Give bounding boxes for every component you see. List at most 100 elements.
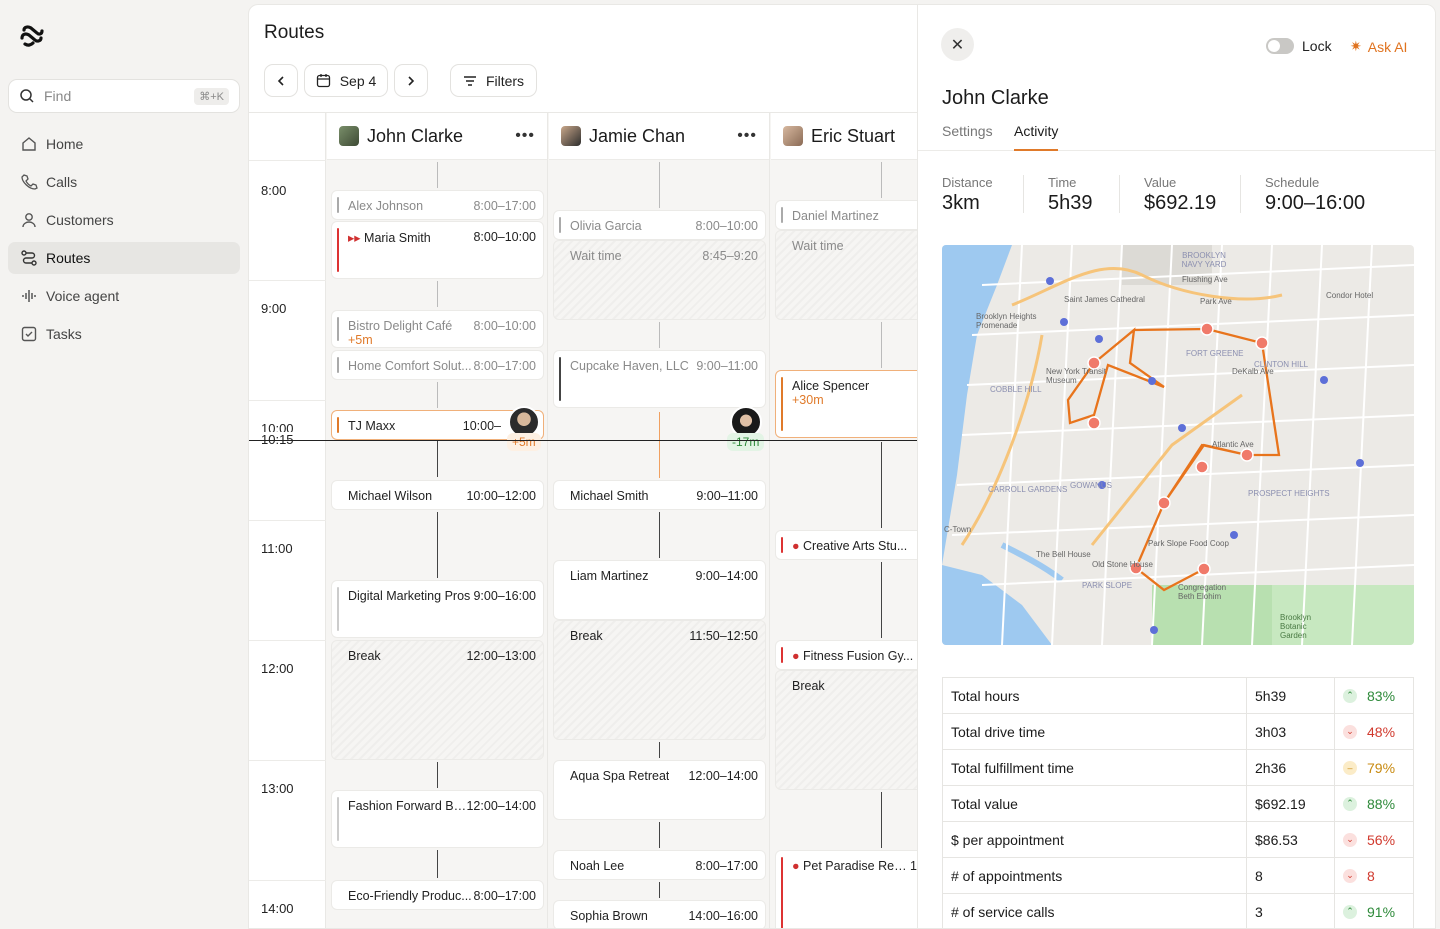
- user-icon: [22, 213, 36, 228]
- metric-percent: –79%: [1335, 760, 1413, 776]
- sidebar-item-calls[interactable]: Calls: [8, 166, 240, 198]
- appointment-card[interactable]: Fashion Forward Bo... 12:00–14:00: [331, 790, 544, 848]
- map-label: Park Ave: [1200, 297, 1232, 306]
- map-label: GOWANUS: [1070, 481, 1112, 490]
- appointment-card[interactable]: Sophia Brown 14:00–16:00: [553, 900, 766, 928]
- tab-settings[interactable]: Settings: [942, 123, 993, 139]
- metric-pct: 88%: [1367, 795, 1396, 812]
- connector-line: [659, 162, 660, 208]
- alert-icon: ●: [792, 649, 804, 663]
- divider: [1119, 175, 1120, 213]
- route-icon: [21, 250, 37, 266]
- appointment-card[interactable]: Eco-Friendly Produc... 8:00–17:00: [331, 880, 544, 910]
- app-logo-icon[interactable]: [20, 24, 44, 48]
- close-button[interactable]: ✕: [941, 28, 974, 61]
- main-panel: Routes Sep 4 Filters 8:00 9:00 10:00 11:…: [248, 4, 1436, 929]
- appointment-card[interactable]: Cupcake Haven, LLC 9:00–11:00: [553, 350, 766, 408]
- appointment-card[interactable]: Home Comfort Solut... 8:00–17:00: [331, 350, 544, 380]
- sidebar-item-customers[interactable]: Customers: [8, 204, 240, 236]
- delay-value: +30m: [792, 393, 824, 407]
- appointment-card[interactable]: Daniel Martinez: [775, 200, 917, 230]
- routes-calendar: 8:00 9:00 10:00 11:00 12:00 13:00 14:00 …: [249, 112, 917, 928]
- appointment-card[interactable]: Alice Spencer +30m: [775, 370, 917, 438]
- map-label: BROOKLYN NAVY YARD: [1181, 251, 1227, 269]
- map-label: The Bell House: [1036, 550, 1091, 559]
- date-picker-button[interactable]: Sep 4: [304, 64, 388, 97]
- map-label: Brooklyn Heights Promenade: [976, 312, 1037, 330]
- card-title: Wait time: [570, 249, 622, 263]
- lock-toggle[interactable]: Lock: [1266, 38, 1332, 54]
- appointment-card[interactable]: Olivia Garcia 8:00–10:00: [553, 210, 766, 240]
- sidebar-item-label: Voice agent: [46, 288, 120, 304]
- filters-label: Filters: [485, 72, 525, 89]
- appointment-card[interactable]: Digital Marketing Pros 9:00–16:00: [331, 580, 544, 638]
- appointment-card[interactable]: Noah Lee 8:00–17:00: [553, 850, 766, 880]
- card-title: Fashion Forward Bo...: [348, 799, 467, 813]
- card-row: Wait time 8:45–9:20: [570, 249, 758, 263]
- metric-value: $692.19: [1247, 786, 1335, 821]
- metric-pct: 79%: [1367, 759, 1396, 776]
- metric-value: 5h39: [1247, 678, 1335, 713]
- search-icon: [20, 89, 34, 103]
- appointment-card[interactable]: Michael Smith 9:00–11:00: [553, 480, 766, 510]
- tab-activity[interactable]: Activity: [1014, 123, 1059, 151]
- card-title: Break: [792, 679, 825, 693]
- appointment-card[interactable]: ● Pet Paradise Res... 1: [775, 850, 917, 928]
- more-menu-icon[interactable]: •••: [515, 127, 535, 144]
- avatar[interactable]: [508, 406, 540, 438]
- ask-ai-button[interactable]: ✷ Ask AI: [1350, 38, 1407, 55]
- wait-time-block[interactable]: Wait time 8:45–9:20: [553, 240, 766, 320]
- appointment-card[interactable]: Liam Martinez 9:00–14:00: [553, 560, 766, 620]
- map-label: Saint James Cathedral: [1064, 295, 1145, 304]
- card-row: Daniel Martinez: [792, 209, 917, 223]
- appointment-card[interactable]: ● Creative Arts Stu...: [775, 530, 917, 560]
- appointment-card[interactable]: Aqua Spa Retreat 12:00–14:00: [553, 760, 766, 820]
- more-menu-icon[interactable]: •••: [737, 127, 757, 144]
- divider: [1023, 175, 1024, 213]
- sidebar-item-home[interactable]: Home: [8, 128, 240, 160]
- appointment-card[interactable]: Michael Wilson 10:00–12:00: [331, 480, 544, 510]
- break-block[interactable]: Break: [775, 670, 917, 790]
- metric-percent: ⌄ 56%: [1335, 832, 1413, 848]
- stat-time: Time 5h39: [1048, 175, 1093, 215]
- route-map[interactable]: BROOKLYN NAVY YARD Flushing Ave Saint Ja…: [942, 245, 1414, 645]
- appointment-card[interactable]: Bistro Delight Café 8:00–10:00 +5m: [331, 310, 544, 348]
- priority-icon: ▸▸: [348, 231, 365, 245]
- driver-name[interactable]: Jamie Chan: [589, 125, 686, 146]
- driver-name[interactable]: Eric Stuart: [811, 125, 896, 146]
- trend-up-icon: ⌃: [1343, 796, 1357, 811]
- sidebar-item-tasks[interactable]: Tasks: [8, 318, 240, 350]
- sidebar-item-routes[interactable]: Routes: [8, 242, 240, 274]
- filters-button[interactable]: Filters: [450, 64, 537, 97]
- card-title: Maria Smith: [364, 231, 431, 245]
- sidebar-item-voice-agent[interactable]: Voice agent: [8, 280, 240, 312]
- wait-time-block[interactable]: Wait time: [775, 230, 917, 320]
- metric-percent: ⌃ 91%: [1335, 904, 1413, 920]
- card-title: Break: [348, 649, 381, 663]
- break-block[interactable]: Break 11:50–12:50: [553, 620, 766, 740]
- find-input[interactable]: Find ⌘+K: [8, 79, 240, 113]
- next-day-button[interactable]: [394, 64, 428, 97]
- card-title: Eco-Friendly Produc...: [348, 889, 472, 903]
- appointment-card[interactable]: ▸▸ Maria Smith 8:00–10:00: [331, 221, 544, 279]
- metric-percent: ⌄ 48%: [1335, 724, 1413, 740]
- sidebar-item-label: Calls: [46, 174, 78, 190]
- driver-name[interactable]: John Clarke: [367, 125, 464, 146]
- page-title: Routes: [264, 22, 325, 43]
- map-label: Flushing Ave: [1182, 275, 1228, 284]
- panel-tabs: Settings Activity: [918, 123, 1435, 151]
- appointment-card[interactable]: ● Fitness Fusion Gy...: [775, 640, 917, 670]
- toggle-switch[interactable]: [1266, 38, 1294, 54]
- prev-day-button[interactable]: [264, 64, 298, 97]
- card-time: 1: [910, 859, 917, 873]
- break-block[interactable]: Break 12:00–13:00: [331, 640, 544, 760]
- lock-label: Lock: [1302, 38, 1332, 54]
- connector-line: [659, 822, 660, 848]
- card-row: Alice Spencer: [792, 379, 917, 393]
- sidebar-item-label: Routes: [46, 250, 91, 266]
- map-label: Old Stone House: [1092, 560, 1153, 569]
- connector-line: [659, 742, 660, 758]
- appointment-card[interactable]: Alex Johnson 8:00–17:00: [331, 190, 544, 220]
- card-bar: [337, 317, 339, 341]
- metric-name: Total hours: [943, 678, 1247, 713]
